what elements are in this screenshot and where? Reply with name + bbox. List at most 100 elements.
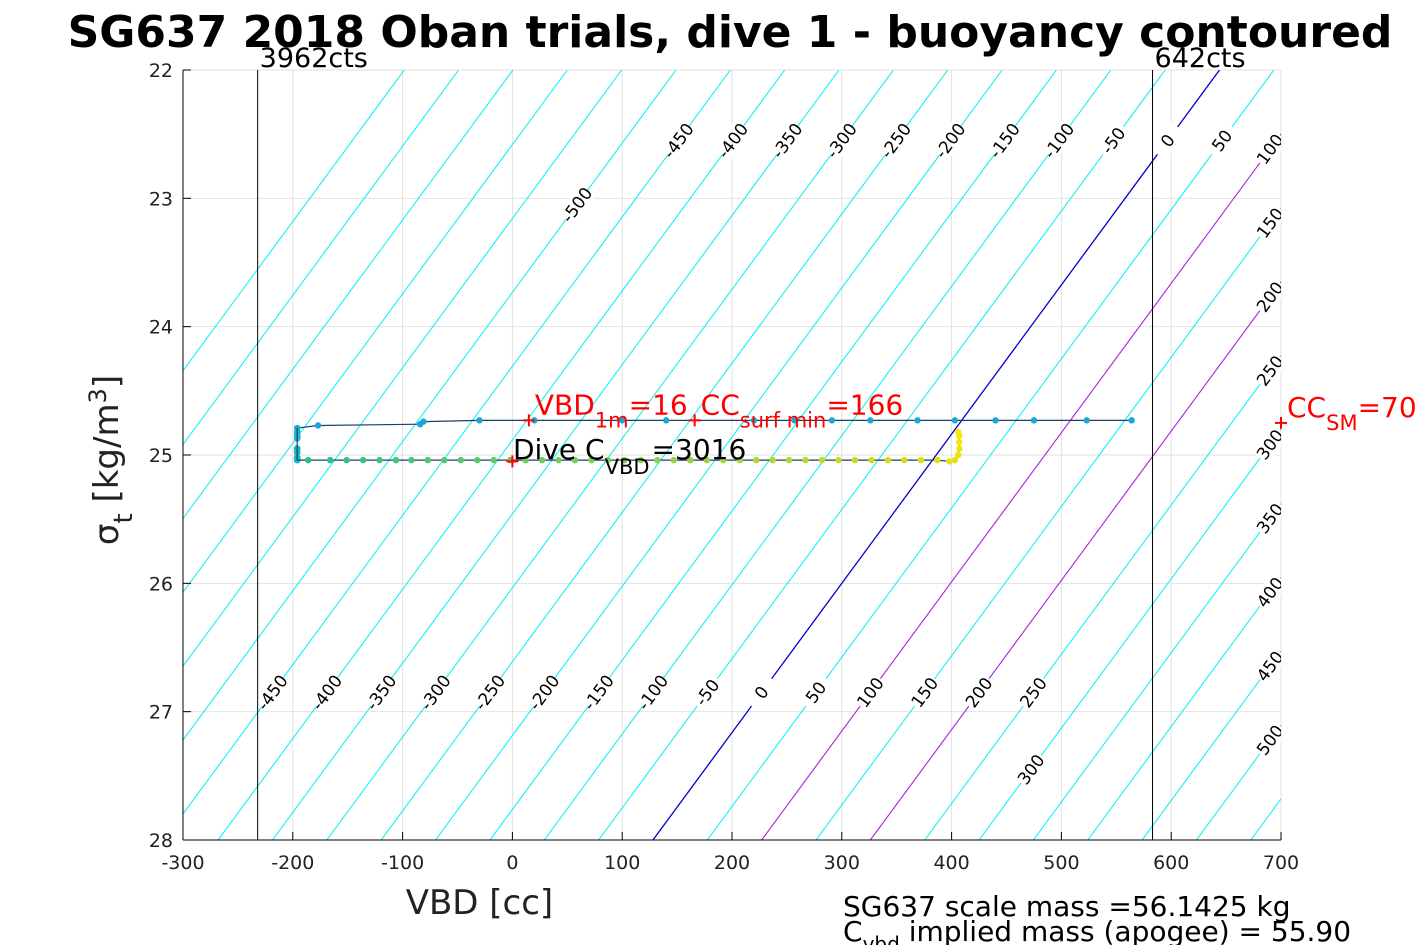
- contour-line: [272, 70, 840, 840]
- ascent-point: [359, 456, 367, 464]
- contour-line: [598, 70, 1166, 840]
- ascent-point: [604, 456, 612, 464]
- dive-trajectory: [293, 417, 1135, 465]
- contour-line: [217, 70, 786, 840]
- contour-line: [1141, 650, 1281, 840]
- contour-label-bg: [1203, 120, 1241, 161]
- descent-point: [476, 417, 483, 424]
- contour-label: 200: [1253, 278, 1288, 316]
- x-tick-label: -300: [161, 852, 204, 874]
- contour-label-bg: [689, 672, 726, 713]
- contour-label-bg: [558, 185, 595, 225]
- contour-label: 300: [1014, 751, 1049, 789]
- ascent-point: [785, 456, 793, 464]
- contour-label-bg: [852, 672, 889, 713]
- descent-point: [662, 417, 670, 424]
- contour-line: [1032, 502, 1281, 840]
- contour-line: [183, 70, 568, 594]
- ascent-point: [474, 456, 481, 464]
- contour-line: [183, 70, 460, 446]
- grid: [182, 69, 1282, 841]
- descent-point: [791, 417, 798, 424]
- contour-label: -400: [308, 672, 347, 715]
- contour-label: 250: [1016, 674, 1051, 712]
- contour-label-bg: [932, 120, 969, 161]
- count-limit-lines: 3962cts 642cts: [257, 43, 1246, 840]
- ascent-point: [868, 456, 875, 464]
- ascent-point: [343, 456, 350, 464]
- x-tick-label: -100: [381, 852, 424, 874]
- ascent-point: [621, 456, 628, 464]
- contour-line: [1305, 70, 1417, 840]
- ascent-point: [457, 456, 464, 464]
- contour-line: [183, 70, 731, 815]
- axis-labels: VBD [cc] σt [kg/m3] SG637 scale mass =56.1…: [84, 375, 1351, 949]
- descent-point: [992, 417, 999, 424]
- contour-label-bg: [417, 672, 454, 713]
- ascent-point: [752, 456, 760, 464]
- contour-label: -150: [580, 672, 619, 715]
- contour-label-bg: [1012, 749, 1050, 790]
- descent-point: [867, 417, 874, 424]
- x-tick-label: 700: [1263, 852, 1299, 874]
- marker-label: VBD1m=16: [535, 388, 688, 432]
- ascent-point: [951, 456, 959, 464]
- ascent-point: [687, 456, 694, 464]
- contour-label: 250: [1253, 352, 1288, 390]
- ascent-point: [571, 456, 579, 464]
- ascent-point: [934, 456, 941, 464]
- contour-label-bg: [906, 672, 943, 713]
- contour-label-bg: [768, 120, 806, 161]
- ascent-point: [588, 456, 595, 464]
- ascent-point: [555, 456, 562, 464]
- x-tick-label: 300: [824, 852, 860, 874]
- contour-label: 400: [1253, 574, 1288, 612]
- contour-label-bg: [1251, 646, 1281, 686]
- contour-label: -250: [471, 672, 510, 715]
- ascent-point: [901, 456, 908, 464]
- contour-label-bg: [1251, 351, 1281, 391]
- contour-label: 450: [1253, 648, 1288, 686]
- ascent-point: [703, 456, 710, 464]
- contour-label: 150: [1253, 205, 1288, 243]
- ascent-point: [522, 456, 529, 464]
- contour-label-bg: [1251, 203, 1281, 243]
- descent-point: [750, 417, 758, 424]
- descent-point: [314, 422, 322, 429]
- y-tick-label: 28: [149, 830, 173, 852]
- contour-label: -350: [768, 120, 807, 163]
- contour-label-bg: [254, 672, 291, 713]
- ascent-point: [851, 456, 859, 464]
- contour-label-bg: [714, 120, 751, 161]
- contour-label-bg: [743, 672, 780, 713]
- y-tick-label: 27: [149, 702, 173, 724]
- ascent-point: [637, 456, 645, 464]
- contour-label: -200: [525, 672, 564, 715]
- contour-label: -100: [634, 672, 673, 715]
- x-tick-label: 500: [1043, 852, 1079, 874]
- ascent-point: [538, 456, 546, 464]
- contour-label-bg: [797, 672, 835, 713]
- contour-label-bg: [1251, 720, 1281, 760]
- contour-label: 300: [1253, 426, 1288, 464]
- contour-label-bg: [660, 120, 697, 161]
- x-tick-label: 200: [714, 852, 750, 874]
- marker-label: CCsurf min=166: [701, 388, 904, 432]
- contour-label-bg: [1149, 120, 1186, 161]
- contour-line: [652, 70, 1221, 840]
- contour-label-bg: [1251, 498, 1281, 539]
- axes: -300 -200 -100 0 100 200 300 400 500 600 700 22 23 24…: [149, 60, 1299, 874]
- marker-label: CCSM=70: [1287, 391, 1417, 435]
- contour-line: [761, 133, 1281, 840]
- contour-label: 100: [1253, 131, 1288, 169]
- contour-line: [489, 70, 1057, 840]
- contour-line: [706, 70, 1275, 840]
- contour-label: 200: [962, 674, 997, 712]
- descent-point: [1128, 417, 1135, 424]
- ascent-point: [720, 456, 727, 464]
- x-tick-label: 400: [933, 852, 969, 874]
- y-tick-label: 25: [149, 445, 173, 467]
- descent-point: [1083, 417, 1090, 424]
- contour-line: [183, 70, 623, 667]
